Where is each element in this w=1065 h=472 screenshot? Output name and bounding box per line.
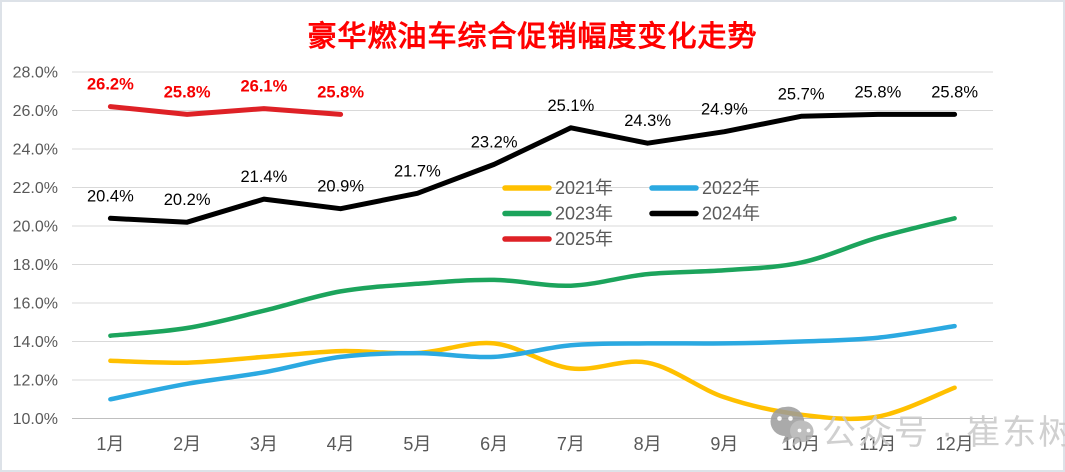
series-line-2022 [108,323,957,402]
legend-item-2024: 2024年 [649,204,760,224]
y-tick-label: 14.0% [13,334,58,351]
data-label-2024: 23.2% [471,133,518,151]
bubble-eye [777,416,782,421]
legend-item-2025: 2025年 [502,229,613,249]
x-tick-label: 2月 [173,434,201,454]
y-tick-label: 12.0% [13,373,58,390]
legend-label: 2023年 [555,204,613,224]
x-tick-label: 5月 [403,434,431,454]
data-label-2024: 24.3% [624,112,671,130]
data-label-2025: 26.1% [240,78,287,96]
watermark-text: 公众号 · 崔东树 [822,414,1065,452]
wechat-bubble-small [790,420,814,447]
x-tick-label: 9月 [710,434,738,454]
wechat-icon [770,406,814,447]
y-tick-label: 28.0% [13,65,58,82]
legend-label: 2024年 [702,204,760,224]
y-tick-label: 16.0% [13,296,58,313]
data-label-2024: 25.1% [547,97,594,115]
x-tick-label: 12月 [936,434,974,454]
data-label-2025: 26.2% [87,76,134,94]
bubble-eye [797,428,802,433]
watermark: 公众号 · 崔东树 [770,406,1065,452]
series-line-2023 [108,216,957,338]
x-tick-label: 7月 [557,434,585,454]
data-label-2024: 24.9% [701,101,748,119]
legend-label: 2021年 [555,178,613,198]
legend-item-2022: 2022年 [649,178,760,198]
y-tick-label: 20.0% [13,219,58,236]
bubble-eye [788,416,793,421]
x-tick-label: 4月 [327,434,355,454]
y-tick-label: 18.0% [13,257,58,274]
data-label-2024: 20.2% [164,191,211,209]
y-tick-label: 10.0% [13,411,58,428]
x-tick-label: 10月 [782,434,820,454]
data-label-2024: 20.9% [317,178,364,196]
data-label-2024: 20.4% [87,187,134,205]
y-tick-label: 24.0% [13,142,58,159]
y-tick-label: 22.0% [13,180,58,197]
legend-item-2021: 2021年 [502,178,613,198]
series-line-2024 [107,111,958,225]
data-label-2024: 21.4% [240,168,287,186]
data-label-2025: 25.8% [164,83,211,101]
data-label-2024: 25.8% [854,83,901,101]
x-tick-label: 1月 [96,434,124,454]
data-label-2024: 21.7% [394,162,441,180]
x-tick-label: 11月 [860,434,897,454]
x-tick-label: 6月 [480,434,508,454]
legend-label: 2022年 [702,178,760,198]
data-label-2025: 25.8% [317,83,364,101]
legend-item-2023: 2023年 [502,204,613,224]
legend: 2021年 2022年 2023年 2024年 2025年 [502,178,760,249]
series-line-2021 [108,340,957,422]
series-line-2025 [107,104,344,117]
bubble-eye [806,428,811,433]
data-label-2024: 25.7% [778,85,825,103]
data-label-2024: 25.8% [931,83,978,101]
legend-label: 2025年 [555,229,613,249]
y-tick-label: 26.0% [13,103,58,120]
x-tick-label: 3月 [250,434,278,454]
x-tick-label: 8月 [634,434,662,454]
